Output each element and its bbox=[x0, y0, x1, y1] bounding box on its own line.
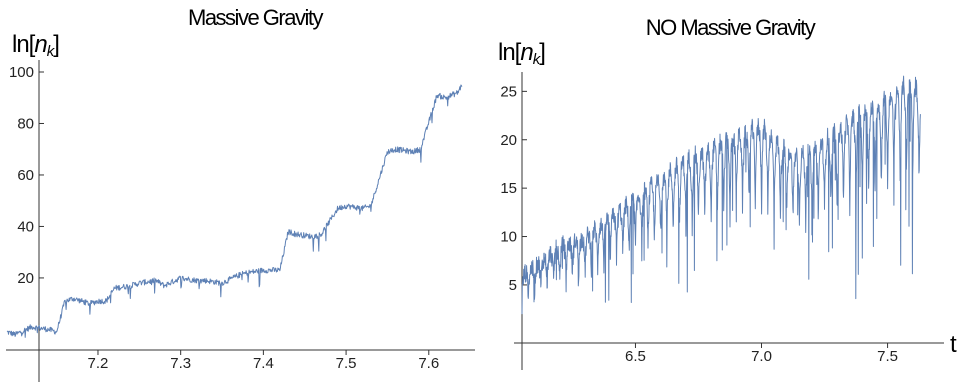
x-axis-label: t bbox=[950, 331, 957, 358]
y-tick-label: 80 bbox=[17, 115, 34, 132]
x-tick-label: 7.6 bbox=[418, 355, 439, 372]
x-tick-label: 7.5 bbox=[336, 355, 357, 372]
x-ticks: 6.5 7.0 7.5 bbox=[625, 343, 898, 365]
x-tick-label: 7.2 bbox=[88, 355, 109, 372]
y-tick-label: 100 bbox=[9, 64, 34, 81]
y-tick-label: 20 bbox=[500, 132, 517, 149]
x-tick-label: 7.5 bbox=[877, 348, 898, 365]
y-axis-label: ln[nk] bbox=[498, 39, 545, 68]
series-line bbox=[521, 75, 921, 315]
y-ticks: 20 40 60 80 100 bbox=[9, 64, 44, 287]
y-tick-label: 25 bbox=[500, 83, 517, 100]
y-axis-label: ln[nk] bbox=[12, 31, 59, 60]
y-tick-label: 20 bbox=[17, 270, 34, 287]
x-tick-label: 6.5 bbox=[625, 348, 646, 365]
y-tick-label: 10 bbox=[500, 229, 517, 246]
x-ticks: 7.2 7.3 7.4 7.5 7.6 bbox=[88, 350, 439, 372]
x-tick-label: 7.4 bbox=[253, 355, 274, 372]
chart-title: Massive Gravity bbox=[188, 5, 323, 30]
chart-title: NO Massive Gravity bbox=[646, 15, 816, 40]
y-tick-label: 40 bbox=[17, 218, 34, 235]
chart-no-massive-gravity: NO Massive Gravity ln[nk] t 5 10 15 20 25 6.… bbox=[498, 15, 957, 370]
series-line bbox=[6, 84, 463, 338]
y-tick-label: 60 bbox=[17, 167, 34, 184]
x-tick-label: 7.3 bbox=[170, 355, 191, 372]
y-tick-label: 5 bbox=[509, 277, 517, 294]
x-tick-label: 7.0 bbox=[751, 348, 772, 365]
y-tick-label: 15 bbox=[500, 180, 517, 197]
y-ticks: 5 10 15 20 25 bbox=[500, 83, 527, 294]
